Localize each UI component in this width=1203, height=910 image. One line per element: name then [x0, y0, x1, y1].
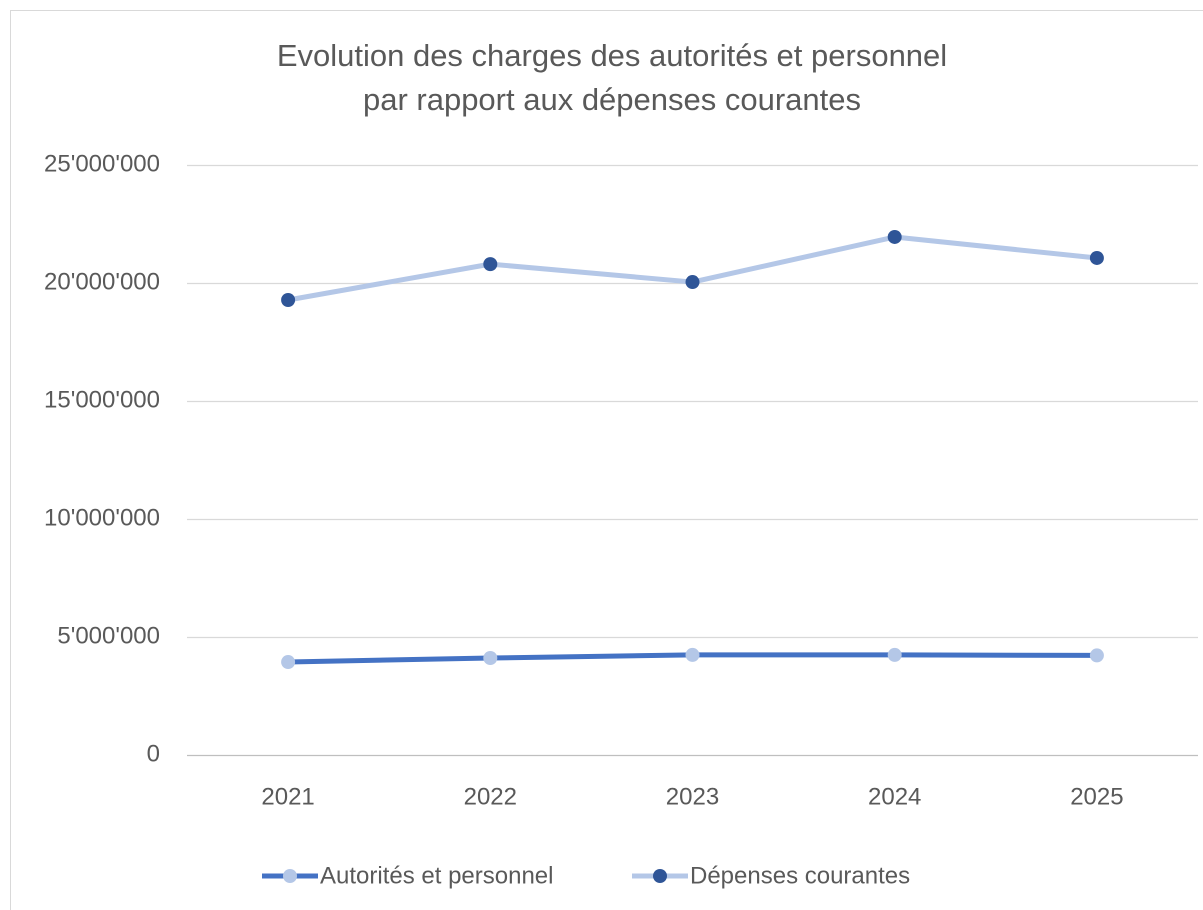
marker [281, 655, 296, 670]
legend-marker [653, 869, 667, 883]
y-tick-label: 20'000'000 [44, 268, 160, 295]
marker [281, 292, 296, 307]
x-tick-label: 2025 [1070, 783, 1123, 810]
legend-label: Dépenses courantes [690, 862, 910, 889]
legend-marker [283, 869, 297, 883]
y-tick-label: 0 [147, 740, 160, 767]
y-tick-label: 10'000'000 [44, 504, 160, 531]
marker [685, 275, 700, 290]
x-tick-label: 2021 [261, 783, 314, 810]
y-tick-label: 5'000'000 [57, 622, 160, 649]
x-tick-label: 2022 [464, 783, 517, 810]
y-tick-label: 25'000'000 [44, 150, 160, 177]
series-line [287, 234, 1098, 303]
y-tick-label: 15'000'000 [44, 386, 160, 413]
marker [1089, 250, 1104, 265]
x-tick-label: 2023 [666, 783, 719, 810]
chart-title: Evolution des charges des autorités et p… [277, 38, 947, 73]
marker [887, 229, 902, 244]
marker [483, 651, 498, 666]
marker [483, 257, 498, 272]
marker [1089, 648, 1104, 663]
legend-label: Autorités et personnel [320, 862, 553, 889]
marker [685, 647, 700, 662]
marker [887, 647, 902, 662]
x-tick-label: 2024 [868, 783, 921, 810]
chart-border [10, 10, 1203, 910]
chart-title: par rapport aux dépenses courantes [363, 82, 861, 117]
